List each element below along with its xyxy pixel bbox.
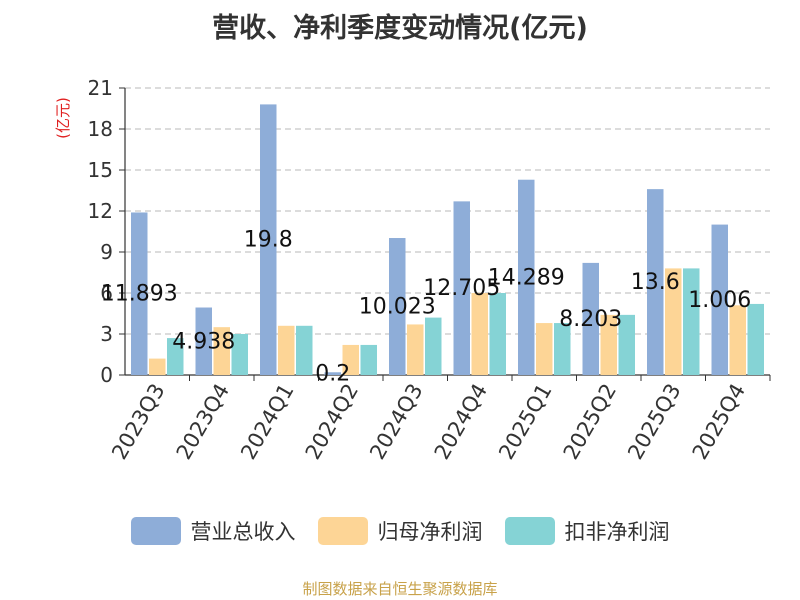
y-tick-label: 15	[88, 158, 113, 182]
x-tick-label: 2025Q2	[559, 380, 621, 464]
bar-revenue	[711, 224, 728, 375]
x-tick-label: 2024Q1	[236, 380, 298, 464]
bar-net-profit	[665, 268, 682, 375]
x-tick-label: 2025Q1	[494, 380, 556, 464]
x-tick-label: 2025Q3	[623, 380, 685, 464]
y-tick-label: 21	[88, 76, 113, 100]
legend-swatch-revenue	[130, 517, 181, 545]
data-label: 11.893	[101, 282, 178, 307]
x-tick-label: 2024Q2	[301, 380, 363, 464]
data-label: 12.705	[423, 276, 500, 301]
bar-revenue	[195, 307, 212, 375]
data-label: 14.289	[488, 265, 565, 290]
data-label: 0.2	[315, 362, 350, 387]
bar-deducted-profit	[554, 323, 571, 375]
legend-label-deducted-profit: 扣非净利润	[564, 520, 670, 544]
data-label: 8.203	[559, 307, 622, 332]
bar-deducted-profit	[618, 314, 635, 375]
bar-deducted-profit	[231, 334, 248, 375]
data-label: 10.023	[359, 295, 436, 320]
bar-net-profit	[729, 305, 746, 375]
x-tick-label: 2023Q3	[107, 380, 169, 464]
bar-revenue	[389, 238, 406, 375]
x-tick-label: 2025Q4	[688, 380, 750, 464]
y-tick-label: 6	[100, 281, 113, 305]
bar-deducted-profit	[489, 293, 506, 375]
y-tick-label: 9	[100, 240, 113, 264]
bar-deducted-profit	[296, 325, 313, 375]
bar-net-profit	[471, 293, 488, 375]
y-tick-label: 3	[100, 322, 113, 346]
legend-item-deducted-profit[interactable]: 扣非净利润	[504, 516, 670, 546]
x-tick-label: 2023Q4	[172, 380, 234, 464]
legend-swatch-deducted-profit	[504, 517, 555, 545]
bar-deducted-profit	[167, 338, 184, 375]
y-tick-label: 12	[88, 199, 113, 223]
bar-deducted-profit	[747, 303, 764, 375]
legend-item-net-profit[interactable]: 归母净利润	[317, 516, 483, 546]
bar-revenue	[131, 212, 148, 375]
legend: 营业总收入 归母净利润 扣非净利润	[0, 516, 800, 546]
bar-revenue	[518, 179, 535, 375]
bar-net-profit	[407, 324, 424, 375]
data-label: 1.006	[688, 288, 751, 313]
bar-deducted-profit	[683, 268, 700, 375]
legend-swatch-net-profit	[317, 517, 368, 545]
bar-net-profit	[278, 325, 295, 375]
bar-net-profit	[213, 327, 230, 375]
bar-net-profit	[149, 358, 166, 375]
data-label: 4.938	[172, 329, 235, 354]
legend-label-net-profit: 归母净利润	[377, 520, 483, 544]
x-tick-label: 2024Q4	[430, 380, 492, 464]
bar-revenue	[453, 201, 470, 375]
bar-net-profit	[536, 323, 553, 375]
data-source-note: 制图数据来自恒生聚源数据库	[302, 580, 498, 598]
x-tick-label: 2024Q3	[365, 380, 427, 464]
bar-deducted-profit	[425, 317, 442, 375]
y-tick-label: 18	[88, 117, 113, 141]
bar-revenue	[324, 372, 341, 375]
bar-deducted-profit	[360, 344, 377, 375]
bar-revenue	[582, 262, 599, 375]
data-label: 19.8	[244, 228, 293, 253]
bar-net-profit	[342, 344, 359, 375]
bar-net-profit	[600, 314, 617, 375]
legend-item-revenue[interactable]: 营业总收入	[130, 516, 296, 546]
y-tick-label: 0	[100, 363, 113, 387]
chart-title: 营收、净利季度变动情况(亿元)	[212, 13, 588, 44]
bar-revenue	[647, 189, 664, 375]
bar-revenue	[260, 104, 277, 376]
data-label: 13.6	[631, 270, 680, 295]
legend-label-revenue: 营业总收入	[190, 520, 296, 544]
y-axis-label: (亿元)	[54, 97, 72, 139]
